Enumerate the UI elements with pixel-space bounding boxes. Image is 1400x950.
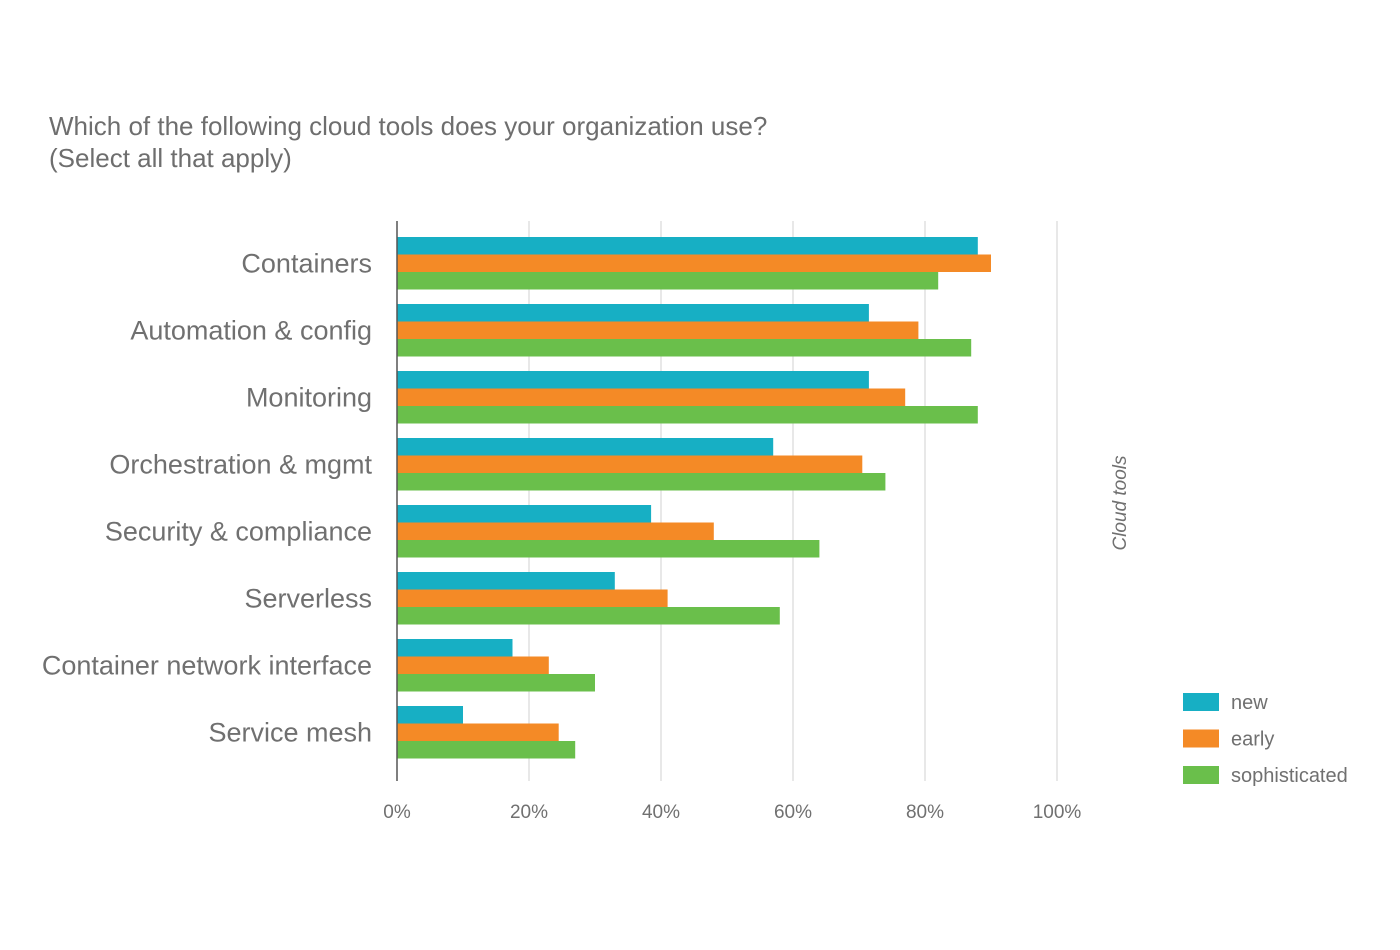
bar-sophisticated-0: [397, 272, 939, 290]
bar-sophisticated-2: [397, 406, 978, 424]
legend-label-early: early: [1231, 729, 1274, 751]
side-axis-label: Cloud tools: [1110, 455, 1131, 551]
bar-new-5: [397, 572, 615, 590]
bar-early-4: [397, 522, 714, 540]
x-tick-label: 60%: [774, 802, 812, 823]
chart-title-line-1: Which of the following cloud tools does …: [49, 111, 768, 141]
chart-title: Which of the following cloud tools does …: [49, 110, 767, 174]
bar-early-2: [397, 388, 906, 406]
bar-new-6: [397, 639, 513, 657]
bars: [397, 237, 991, 759]
bar-sophisticated-7: [397, 741, 576, 759]
legend-swatch-early: [1183, 729, 1219, 748]
bar-new-4: [397, 505, 652, 523]
x-tick-labels: 0% 20% 40% 60% 80% 100%: [383, 802, 1081, 823]
bar-new-2: [397, 371, 869, 389]
bar-early-7: [397, 723, 559, 741]
bar-early-1: [397, 321, 919, 339]
bar-new-3: [397, 438, 774, 456]
category-label: Monitoring: [246, 382, 372, 412]
x-tick-label: 100%: [1033, 802, 1082, 823]
legend-label-new: new: [1231, 692, 1268, 714]
category-label: Containers: [241, 248, 372, 278]
bar-sophisticated-1: [397, 339, 972, 357]
bar-early-0: [397, 254, 991, 272]
bar-new-1: [397, 304, 869, 322]
legend-label-sophisticated: sophisticated: [1231, 765, 1348, 787]
bar-sophisticated-6: [397, 674, 595, 692]
bar-new-7: [397, 706, 463, 724]
category-labels: Containers Automation & config Monitoring O…: [42, 248, 373, 747]
category-label: Security & compliance: [105, 516, 372, 546]
legend-swatch-sophisticated: [1183, 766, 1219, 784]
bar-sophisticated-5: [397, 607, 780, 625]
bar-early-5: [397, 589, 668, 607]
x-tick-label: 20%: [510, 802, 548, 823]
x-tick-label: 80%: [906, 802, 944, 823]
category-label: Orchestration & mgmt: [109, 449, 372, 479]
category-label: Serverless: [244, 583, 372, 613]
bar-sophisticated-3: [397, 473, 886, 491]
legend-swatch-new: [1183, 693, 1219, 711]
category-label: Container network interface: [42, 650, 372, 680]
legend: new early sophisticated: [1183, 692, 1348, 787]
x-tick-label: 40%: [642, 802, 680, 823]
bar-new-0: [397, 237, 978, 255]
chart-title-line-2: (Select all that apply): [49, 143, 292, 173]
category-label: Automation & config: [130, 315, 372, 345]
bar-sophisticated-4: [397, 540, 820, 558]
category-label: Service mesh: [208, 717, 372, 747]
bar-early-6: [397, 656, 549, 674]
x-tick-label: 0%: [383, 802, 411, 823]
bar-early-3: [397, 455, 863, 473]
